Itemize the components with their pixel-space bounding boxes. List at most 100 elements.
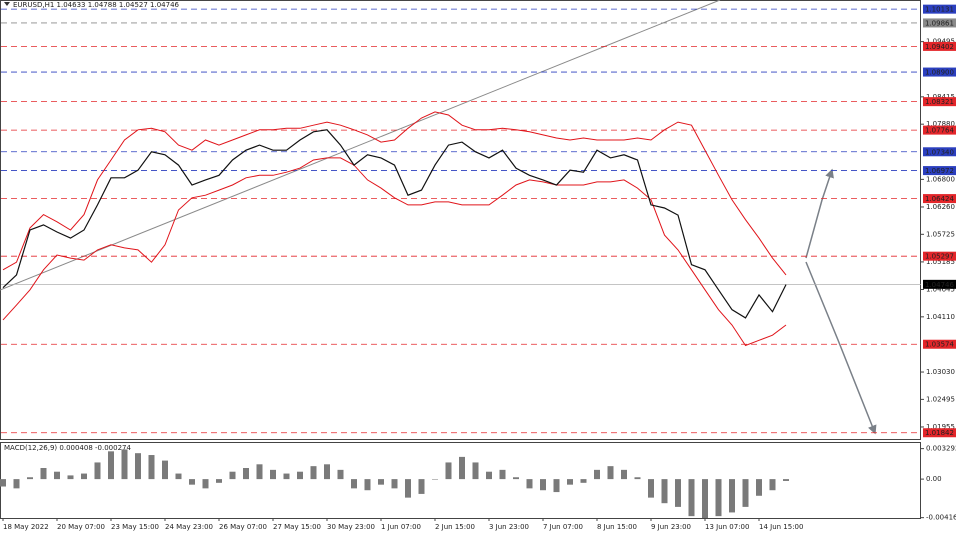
macd-bar: [783, 479, 789, 481]
x-tick-label: 8 Jun 15:00: [597, 523, 637, 531]
macd-bar: [634, 477, 641, 480]
macd-bar: [621, 469, 627, 480]
macd-bar: [175, 473, 182, 480]
macd-bar: [715, 479, 722, 517]
y-tick-label: 1.05725: [926, 230, 955, 238]
level-label-box: [923, 251, 956, 261]
y-tick-label: 1.04645: [926, 286, 955, 294]
macd-bar: [310, 466, 317, 480]
y-tick-label: 0.00: [926, 475, 942, 483]
x-tick-label: 27 May 15:00: [273, 523, 321, 531]
trend-line: [0, 0, 721, 291]
macd-bar: [81, 473, 87, 480]
level-label-box: [923, 194, 956, 204]
level-label: 1.09861: [925, 19, 954, 27]
macd-bar: [256, 464, 263, 480]
y-tick-label: 1.09495: [926, 38, 955, 46]
macd-bar: [513, 477, 519, 480]
macd-bar: [216, 479, 222, 483]
macd-bar: [756, 479, 762, 496]
level-label: 1.01842: [925, 429, 954, 437]
y-tick-label: 1.06800: [926, 175, 955, 183]
x-tick-label: 3 Jun 23:00: [489, 523, 529, 531]
macd-bar: [567, 479, 573, 485]
macd-bar: [580, 479, 587, 483]
macd-bar: [675, 479, 681, 507]
price-series: [2, 157, 787, 347]
x-tick-label: 13 Jun 07:00: [705, 523, 749, 531]
level-label: 1.03574: [925, 341, 954, 349]
macd-bar: [202, 479, 209, 489]
y-tick-label: 1.01955: [926, 423, 955, 431]
macd-bar: [148, 455, 155, 480]
y-tick-label: 1.02495: [926, 395, 955, 403]
macd-bar: [459, 456, 465, 480]
level-label-box: [923, 67, 956, 77]
macd-bar: [54, 471, 60, 480]
macd-bar: [486, 471, 492, 480]
level-label: 1.06424: [925, 195, 954, 203]
y-tick-label: 1.05185: [926, 258, 955, 266]
macd-bar: [742, 479, 749, 507]
macd-bar: [189, 479, 195, 485]
y-tick-label: 1.03030: [926, 368, 955, 376]
level-label: 1.09402: [925, 43, 954, 51]
macd-bar: [27, 477, 33, 480]
x-tick-label: 26 May 07:00: [219, 523, 267, 531]
macd-bar: [688, 479, 695, 517]
macd-bar: [283, 473, 290, 480]
y-tick-label: -0.004163: [926, 514, 956, 522]
macd-bar: [162, 460, 168, 480]
symbol-menu-arrow[interactable]: [4, 2, 10, 6]
macd-bar: [499, 469, 506, 480]
macd-bar: [229, 471, 236, 480]
macd-bar: [121, 449, 128, 480]
y-tick-label: 1.04110: [926, 313, 955, 321]
macd-bar: [40, 468, 47, 480]
macd-bar: [391, 479, 398, 489]
level-label-box: [923, 125, 956, 135]
price-series: [2, 111, 787, 276]
x-tick-label: 9 Jun 23:00: [651, 523, 691, 531]
chart-title: EURUSD,H1 1.04633 1.04788 1.04527 1.0474…: [13, 1, 180, 9]
macd-bar: [324, 464, 330, 480]
macd-bar: [432, 479, 438, 480]
last-price-label: 1.04746: [925, 281, 954, 289]
level-label: 1.07340: [925, 148, 954, 156]
macd-bar: [270, 469, 276, 480]
x-tick-label: 14 Jun 15:00: [759, 523, 803, 531]
price-series: [2, 129, 787, 319]
level-label: 1.07764: [925, 127, 954, 135]
x-tick-label: 18 May 2022: [3, 523, 49, 531]
macd-bar: [351, 479, 357, 489]
macd-title: MACD(12,26,9) 0.000408 -0.000274: [4, 444, 131, 452]
macd-bar: [540, 479, 546, 491]
x-tick-label: 23 May 15:00: [111, 523, 159, 531]
level-label-box: [923, 4, 956, 14]
macd-bar: [405, 479, 411, 498]
macd-bar: [729, 479, 735, 513]
level-label-box: [923, 339, 956, 349]
macd-bar: [0, 479, 6, 487]
macd-bar: [445, 462, 452, 480]
level-label: 1.10131: [925, 6, 954, 14]
level-label-box: [923, 147, 956, 157]
macd-bar: [607, 466, 614, 480]
macd-bar: [472, 462, 479, 480]
macd-bar: [135, 453, 141, 480]
level-label: 1.05297: [925, 253, 954, 261]
last-price-box: [923, 279, 956, 289]
macd-bar: [364, 479, 371, 491]
x-tick-label: 2 Jun 15:00: [435, 523, 475, 531]
up-scenario-arrow: [805, 168, 834, 259]
macd-bar: [297, 471, 303, 480]
macd-bar: [108, 451, 114, 480]
y-tick-label: 1.07880: [926, 120, 955, 128]
macd-bar: [418, 479, 425, 494]
level-label: 1.08900: [925, 69, 954, 77]
macd-bar: [648, 479, 654, 498]
macd-bar: [553, 479, 560, 493]
